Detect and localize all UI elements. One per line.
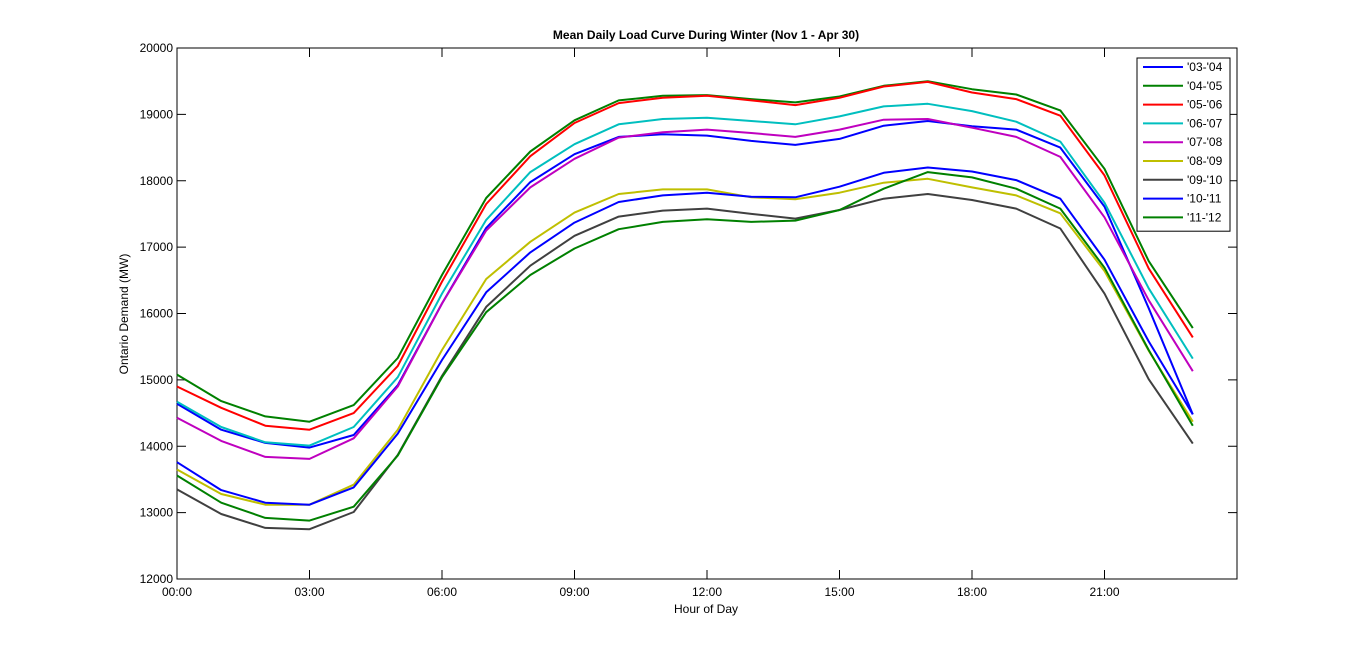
legend-label: '05-'06 bbox=[1187, 98, 1223, 112]
plot-frame bbox=[176, 47, 1238, 580]
series-line-7 bbox=[176, 166, 1194, 506]
chart-title: Mean Daily Load Curve During Winter (Nov… bbox=[553, 28, 859, 42]
y-tick-label: 18000 bbox=[140, 174, 174, 188]
y-tick-label: 14000 bbox=[140, 439, 174, 453]
legend-label: '10-'11 bbox=[1187, 192, 1222, 206]
legend-label: '09-'10 bbox=[1187, 173, 1223, 187]
x-tick-label: 03:00 bbox=[294, 585, 324, 599]
series-line-1 bbox=[176, 80, 1194, 423]
series-line-8 bbox=[176, 171, 1194, 522]
y-tick-label: 20000 bbox=[140, 41, 174, 55]
x-tick-label: 09:00 bbox=[559, 585, 589, 599]
legend-label: '08-'09 bbox=[1187, 154, 1223, 168]
x-tick-label: 00:00 bbox=[162, 585, 192, 599]
series-line-0 bbox=[176, 120, 1194, 449]
y-tick-label: 15000 bbox=[140, 373, 174, 387]
y-tick-label: 12000 bbox=[140, 572, 174, 586]
x-tick-label: 18:00 bbox=[957, 585, 987, 599]
series-line-4 bbox=[176, 118, 1194, 460]
series-line-2 bbox=[176, 80, 1194, 431]
series-line-5 bbox=[176, 177, 1194, 506]
legend-label: '07-'08 bbox=[1187, 135, 1223, 149]
x-tick-label: 06:00 bbox=[427, 585, 457, 599]
series-line-6 bbox=[176, 193, 1194, 531]
legend-label: '06-'07 bbox=[1187, 116, 1223, 130]
y-tick-label: 17000 bbox=[140, 240, 174, 254]
legend-label: '11-'12 bbox=[1187, 210, 1222, 224]
series-line-3 bbox=[176, 102, 1194, 447]
y-tick-label: 16000 bbox=[140, 307, 174, 321]
legend-label: '03-'04 bbox=[1187, 60, 1223, 74]
x-tick-label: 21:00 bbox=[1089, 585, 1119, 599]
legend-box bbox=[1136, 57, 1231, 232]
x-tick-label: 12:00 bbox=[692, 585, 722, 599]
y-tick-label: 19000 bbox=[140, 107, 174, 121]
legend: '03-'04 '04-'05 '05-'06 '06-'07 '07-'08 '08-'… bbox=[1136, 57, 1231, 232]
y-tick-label: 13000 bbox=[140, 506, 174, 520]
x-axis-title: Hour of Day bbox=[674, 602, 738, 616]
series-layer bbox=[176, 80, 1194, 531]
legend-label: '04-'05 bbox=[1187, 79, 1223, 93]
y-axis-title: Ontario Demand (MW) bbox=[117, 254, 131, 375]
x-tick-label: 15:00 bbox=[824, 585, 854, 599]
plot-axes: 00:00 03:00 06:00 09:00 12:00 15:00 18:00 21:00… bbox=[140, 41, 1238, 599]
